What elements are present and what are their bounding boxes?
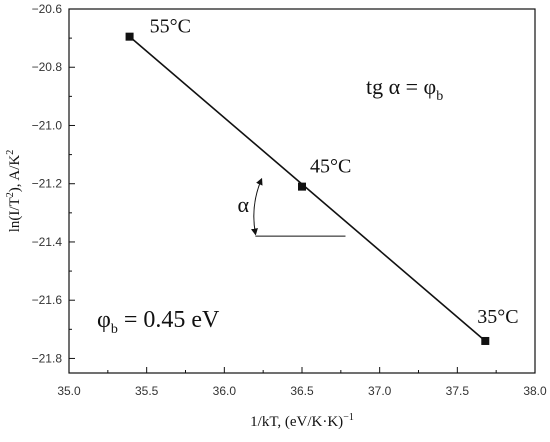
x-tick-label: 36.0 — [213, 384, 237, 398]
fit-line-layer — [129, 36, 486, 342]
x-axis-title: 1/kT, (eV/K·K)−1 — [250, 412, 354, 430]
x-tick-label: 37.5 — [446, 384, 470, 398]
barrier-height-result: φb = 0.45 eV — [97, 307, 220, 337]
data-point-label: 35°C — [477, 306, 518, 328]
y-tick-label: −21.6 — [32, 293, 63, 307]
data-point — [125, 32, 134, 41]
y-tick-label: −21.2 — [32, 177, 63, 191]
angle-marker: α — [237, 177, 346, 237]
fit-line — [129, 36, 486, 342]
data-point — [481, 336, 490, 345]
data-point-label: 55°C — [150, 16, 191, 38]
x-tick-label: 35.0 — [57, 384, 81, 398]
y-axis-title: ln(I/T2), A/K2 — [5, 150, 23, 233]
x-axis-ticks: 35.0 35.5 36.0 36.5 37.0 37.5 38.0 — [57, 367, 547, 398]
x-tick-label: 36.5 — [290, 384, 314, 398]
y-tick-label: −21.4 — [32, 235, 63, 249]
y-axis-ticks: −20.6 −20.8 −21.0 −21.2 −21.4 −21.6 −21.8 — [32, 2, 75, 365]
angle-alpha-label: α — [237, 192, 249, 217]
x-tick-label: 35.5 — [135, 384, 159, 398]
y-tick-label: −20.8 — [32, 60, 63, 74]
data-point — [298, 182, 306, 191]
y-tick-label: −21.0 — [32, 118, 63, 132]
x-tick-label: 37.0 — [368, 384, 392, 398]
x-tick-label: 38.0 — [523, 384, 547, 398]
slope-formula: tg α = φb — [366, 74, 443, 104]
data-point-label: 45°C — [310, 156, 351, 178]
y-tick-label: −20.6 — [32, 2, 63, 16]
data-points: 55°C 45°C 35°C — [125, 16, 519, 345]
angle-arc-arrow — [251, 177, 263, 236]
y-tick-label: −21.8 — [32, 351, 63, 365]
